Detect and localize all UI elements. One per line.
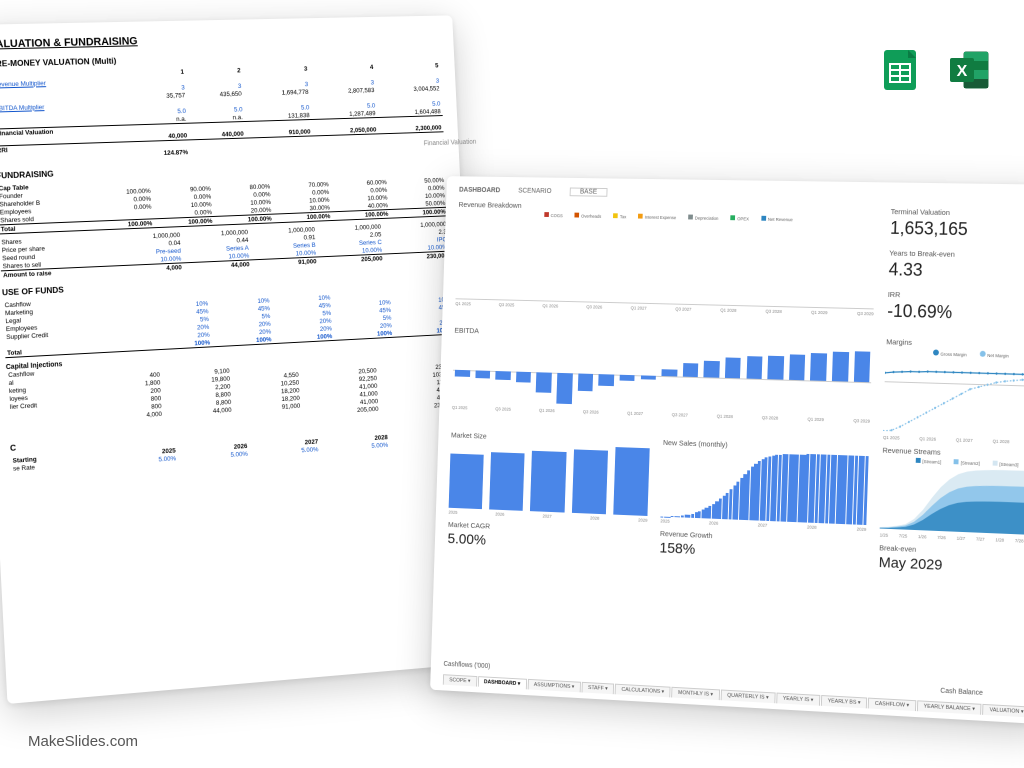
margins-xaxis: Q1 2025Q1 2026Q1 2027Q1 2028Q1 2029 (883, 435, 1024, 446)
new-sales-chart (661, 449, 869, 525)
tab-staff[interactable]: STAFF ▾ (581, 682, 614, 694)
google-sheets-icon (878, 48, 922, 92)
irr-value: -10.69% (887, 301, 1024, 326)
revenue-streams-chart (880, 465, 1024, 535)
ebitda-chart (452, 336, 872, 416)
brand-watermark: MakeSlides.com (28, 733, 138, 750)
tab-valuation[interactable]: VALUATION ▾ (983, 704, 1024, 718)
tab-yearly-is[interactable]: YEARLY IS ▾ (776, 693, 820, 706)
cash-balance-label: Cash Balance (940, 688, 983, 697)
revenue-streams-xaxis: 1/257/251/267/261/277/271/287/281/29 (880, 532, 1024, 544)
kpi-panel: Terminal Valuation1,653,165 Years to Bre… (887, 207, 1024, 336)
years-breakeven-value: 4.33 (888, 259, 1024, 283)
file-type-icons: X (878, 48, 992, 92)
tab-dashboard[interactable]: DASHBOARD ▾ (477, 676, 526, 689)
sheet-tabs: SCOPE ▾DASHBOARD ▾ASSUMPTIONS ▾STAFF ▾CA… (443, 674, 1024, 718)
tab-assumptions[interactable]: ASSUMPTIONS ▾ (527, 679, 581, 693)
financial-valuation-chart-label: Financial Valuation (424, 139, 477, 147)
tab-scope[interactable]: SCOPE ▾ (443, 674, 477, 686)
revenue-breakdown-chart (455, 219, 876, 310)
dashboard-sheet: DASHBOARD SCENARIO BASE Revenue Breakdow… (430, 176, 1024, 724)
excel-icon: X (948, 48, 992, 92)
tab-yearly-balance[interactable]: YEARLY BALANCE ▾ (917, 700, 982, 714)
dashboard-header: DASHBOARD (459, 187, 500, 194)
svg-text:X: X (957, 63, 968, 80)
premoney-table: 12345 Revenue Multiplier 33333 35,757435… (0, 62, 444, 163)
tab-yearly-bs[interactable]: YEARLY BS ▾ (821, 695, 868, 708)
scenario-label: SCENARIO (518, 188, 552, 195)
tab-cashflow[interactable]: CASHFLOW ▾ (868, 698, 916, 711)
sheet-title: VALUATION & FUNDRAISING (0, 29, 439, 51)
tab-monthly-is[interactable]: MONTHLY IS ▾ (671, 687, 719, 700)
scenario-select[interactable]: BASE (570, 188, 608, 197)
tab-quarterly-is[interactable]: QUARTERLY IS ▾ (720, 689, 775, 703)
market-size-chart (449, 441, 650, 516)
terminal-valuation-value: 1,653,165 (890, 218, 1024, 242)
cashflows-label: Cashflows ('000) (443, 661, 490, 670)
break-even-value: May 2029 (878, 554, 1024, 578)
margins-chart (883, 357, 1024, 436)
tab-calculations[interactable]: CALCULATIONS ▾ (615, 684, 671, 698)
valuation-sheet: VALUATION & FUNDRAISING PRE-MONEY VALUAT… (0, 15, 484, 704)
terminal-valuation-label: Terminal Valuation (891, 207, 1024, 219)
